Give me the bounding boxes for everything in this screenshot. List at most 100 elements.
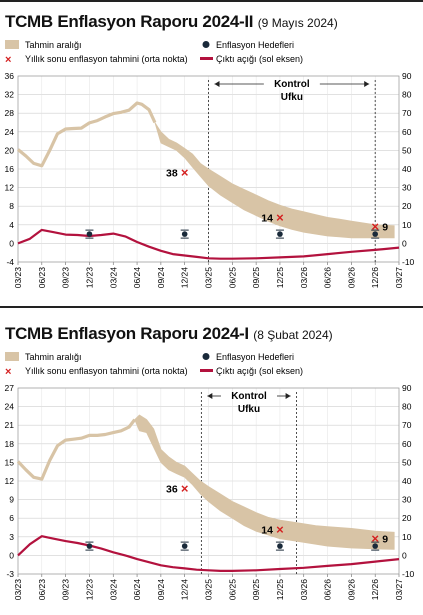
- left-tick-label: 6: [9, 513, 14, 523]
- forecast-value-label: 9: [382, 222, 388, 234]
- right-tick-label: 50: [402, 145, 412, 155]
- legend-gap-label: Çıktı açığı (sol eksen): [216, 54, 303, 64]
- x-tick-label: 09/26: [346, 579, 356, 601]
- inflation-target-point: [86, 543, 93, 549]
- legend-gap-label: Çıktı açığı (sol eksen): [216, 366, 303, 376]
- x-tick-label: 03/24: [108, 267, 118, 289]
- right-tick-label: 60: [402, 439, 412, 449]
- chart-svg: Tahmin aralığı × Yıllık sonu enflasyon tah…: [5, 40, 415, 289]
- right-tick-label: 10: [402, 532, 412, 542]
- x-tick-label: 03/27: [394, 267, 404, 289]
- chart-svg: Tahmin aralığı × Yıllık sonu enflasyon tah…: [5, 352, 415, 601]
- right-tick-label: -10: [402, 257, 415, 267]
- x-tick-label: 06/26: [323, 579, 333, 601]
- inflation-history-line: [16, 418, 136, 481]
- x-tick-label: 12/23: [84, 267, 94, 289]
- x-tick-label: 09/25: [251, 579, 261, 601]
- inflation-target-point: [181, 231, 188, 237]
- left-tick-label: 0: [9, 550, 14, 560]
- left-tick-label: 32: [5, 90, 15, 100]
- left-tick-label: 15: [5, 457, 15, 467]
- left-tick-label: -3: [6, 569, 14, 579]
- right-tick-label: 90: [402, 383, 412, 393]
- forecast-marker: ×: [371, 531, 379, 546]
- right-tick-label: 0: [402, 238, 407, 248]
- right-tick-label: 60: [402, 127, 412, 137]
- x-tick-label: 06/24: [132, 579, 142, 601]
- x-tick-label: 09/24: [156, 579, 166, 601]
- legend-marker-swatch: ×: [5, 366, 11, 378]
- x-tick-label: 09/24: [156, 267, 166, 289]
- legend-target-swatch: [202, 41, 210, 48]
- panel-divider: [0, 306, 423, 308]
- horizon-arrowhead-right: [364, 81, 370, 87]
- right-tick-label: 20: [402, 201, 412, 211]
- forecast-value-label: 14: [261, 212, 273, 224]
- x-tick-label: 12/24: [180, 579, 190, 601]
- output-gap-line: [17, 535, 400, 572]
- right-tick-label: 20: [402, 513, 412, 523]
- left-tick-label: 20: [5, 145, 15, 155]
- forecast-band: [134, 414, 395, 550]
- legend-target-label: Enflasyon Hedefleri: [216, 352, 294, 362]
- x-tick-label: 09/23: [61, 579, 71, 601]
- right-tick-label: 90: [402, 71, 412, 81]
- left-tick-label: 36: [5, 71, 15, 81]
- horizon-arrowhead-left: [207, 393, 213, 399]
- left-tick-label: 12: [5, 476, 15, 486]
- legend: Tahmin aralığı × Yıllık sonu enflasyon tah…: [5, 352, 303, 378]
- left-tick-label: 9: [9, 495, 14, 505]
- forecast-marker: ×: [181, 165, 189, 180]
- inflation-target-point: [277, 231, 283, 237]
- legend-marker-label: Yıllık sonu enflasyon tahmini (orta nokt…: [25, 54, 188, 64]
- inflation-target-point: [372, 543, 378, 549]
- right-tick-label: 40: [402, 476, 412, 486]
- x-tick-label: 12/25: [275, 579, 285, 601]
- horizon-label-line2: Ufku: [238, 404, 260, 415]
- x-tick-label: 03/24: [108, 579, 118, 601]
- legend-marker-swatch: ×: [5, 54, 11, 66]
- left-tick-label: 21: [5, 420, 15, 430]
- right-tick-label: 70: [402, 420, 412, 430]
- right-tick-label: 0: [402, 550, 407, 560]
- x-tick-label: 06/23: [37, 267, 47, 289]
- output-gap-line: [17, 228, 400, 260]
- right-tick-label: 50: [402, 457, 412, 467]
- x-tick-label: 12/26: [370, 579, 380, 601]
- inflation-target-point: [181, 543, 188, 549]
- x-tick-label: 12/24: [180, 267, 190, 289]
- right-tick-label: 70: [402, 108, 412, 118]
- chart-title: TCMB Enflasyon Raporu 2024-II (9 Mayıs 2…: [5, 12, 338, 31]
- legend-marker-label: Yıllık sonu enflasyon tahmini (orta nokt…: [25, 366, 188, 376]
- x-tick-label: 06/26: [323, 267, 333, 289]
- legend-target-label: Enflasyon Hedefleri: [216, 40, 294, 50]
- x-tick-label: 06/24: [132, 267, 142, 289]
- right-tick-label: 80: [402, 402, 412, 412]
- forecast-value-label: 14: [261, 524, 273, 536]
- left-tick-label: 18: [5, 439, 15, 449]
- legend-band-label: Tahmin aralığı: [25, 352, 82, 362]
- x-tick-label: 03/26: [299, 267, 309, 289]
- x-tick-label: 06/25: [227, 579, 237, 601]
- chart-panel-2024-ii: TCMB Enflasyon Raporu 2024-II (9 Mayıs 2…: [0, 0, 423, 303]
- x-tick-label: 03/23: [13, 579, 23, 601]
- horizon-label-line2: Ufku: [281, 92, 303, 103]
- horizon-arrowhead-right: [285, 393, 291, 399]
- x-tick-label: 03/27: [394, 579, 404, 601]
- forecast-marker: ×: [371, 219, 379, 234]
- horizon-label-line1: Kontrol: [231, 391, 267, 402]
- chart-subtitle: (8 Şubat 2024): [253, 328, 333, 342]
- forecast-value-label: 36: [166, 483, 178, 495]
- inflation-target-point: [86, 231, 93, 237]
- x-tick-label: 06/25: [227, 267, 237, 289]
- right-tick-label: 30: [402, 495, 412, 505]
- right-tick-label: 30: [402, 183, 412, 193]
- left-tick-label: 4: [9, 220, 14, 230]
- right-tick-label: 40: [402, 164, 412, 174]
- legend-band-swatch: [5, 352, 19, 361]
- x-tick-label: 03/26: [299, 579, 309, 601]
- plot-frame: [17, 387, 400, 575]
- left-tick-label: 3: [9, 532, 14, 542]
- forecast-marker: ×: [276, 210, 284, 225]
- inflation-target-point: [372, 231, 378, 237]
